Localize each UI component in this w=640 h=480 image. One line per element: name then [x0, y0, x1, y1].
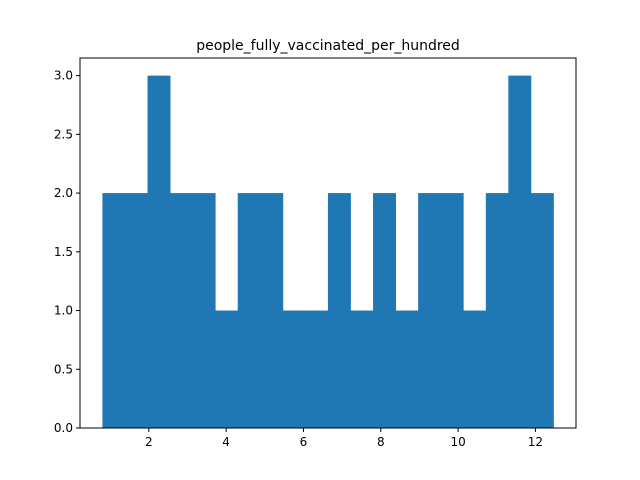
histogram-bar	[282, 310, 306, 428]
histogram-bar	[530, 193, 554, 428]
histogram-bar	[305, 310, 329, 428]
histogram-bar	[395, 310, 419, 428]
x-tick-label: 8	[377, 435, 385, 449]
histogram-bars	[102, 75, 554, 429]
histogram-bar	[124, 193, 148, 428]
y-axis: 0.0 0.5 1.0 1.5 2.0 2.5 3.0	[54, 69, 80, 435]
histogram-bar	[373, 193, 396, 428]
x-axis: 2 4 6 8 10 12	[145, 428, 543, 449]
histogram-bar	[485, 193, 509, 428]
histogram-bar	[192, 193, 216, 428]
histogram-bar	[147, 75, 171, 429]
y-tick-label: 2.0	[54, 186, 73, 200]
plot-area-frame	[79, 57, 577, 429]
histogram-bar	[440, 193, 464, 428]
y-tick-label: 0.5	[54, 362, 73, 376]
histogram-bar	[418, 193, 442, 428]
histogram-bar	[237, 193, 261, 428]
histogram-bar	[327, 193, 351, 428]
y-tick-label: 2.5	[54, 127, 73, 141]
histogram-bar	[260, 193, 284, 428]
histogram-bar	[350, 310, 374, 428]
histogram-bar	[102, 193, 126, 428]
x-tick-label: 6	[300, 435, 308, 449]
y-tick-label: 3.0	[54, 69, 73, 83]
x-tick-label: 10	[450, 435, 465, 449]
y-tick-label: 1.5	[54, 245, 73, 259]
y-tick-label: 1.0	[54, 304, 73, 318]
x-tick-label: 2	[145, 435, 153, 449]
histogram-bar	[170, 193, 194, 428]
histogram-bar	[508, 75, 532, 429]
y-tick-label: 0.0	[54, 421, 73, 435]
histogram-bar	[215, 310, 239, 428]
x-tick-label: 4	[222, 435, 230, 449]
x-tick-label: 12	[528, 435, 543, 449]
histogram-bar	[463, 310, 487, 428]
chart-title: people_fully_vaccinated_per_hundred	[196, 38, 460, 54]
